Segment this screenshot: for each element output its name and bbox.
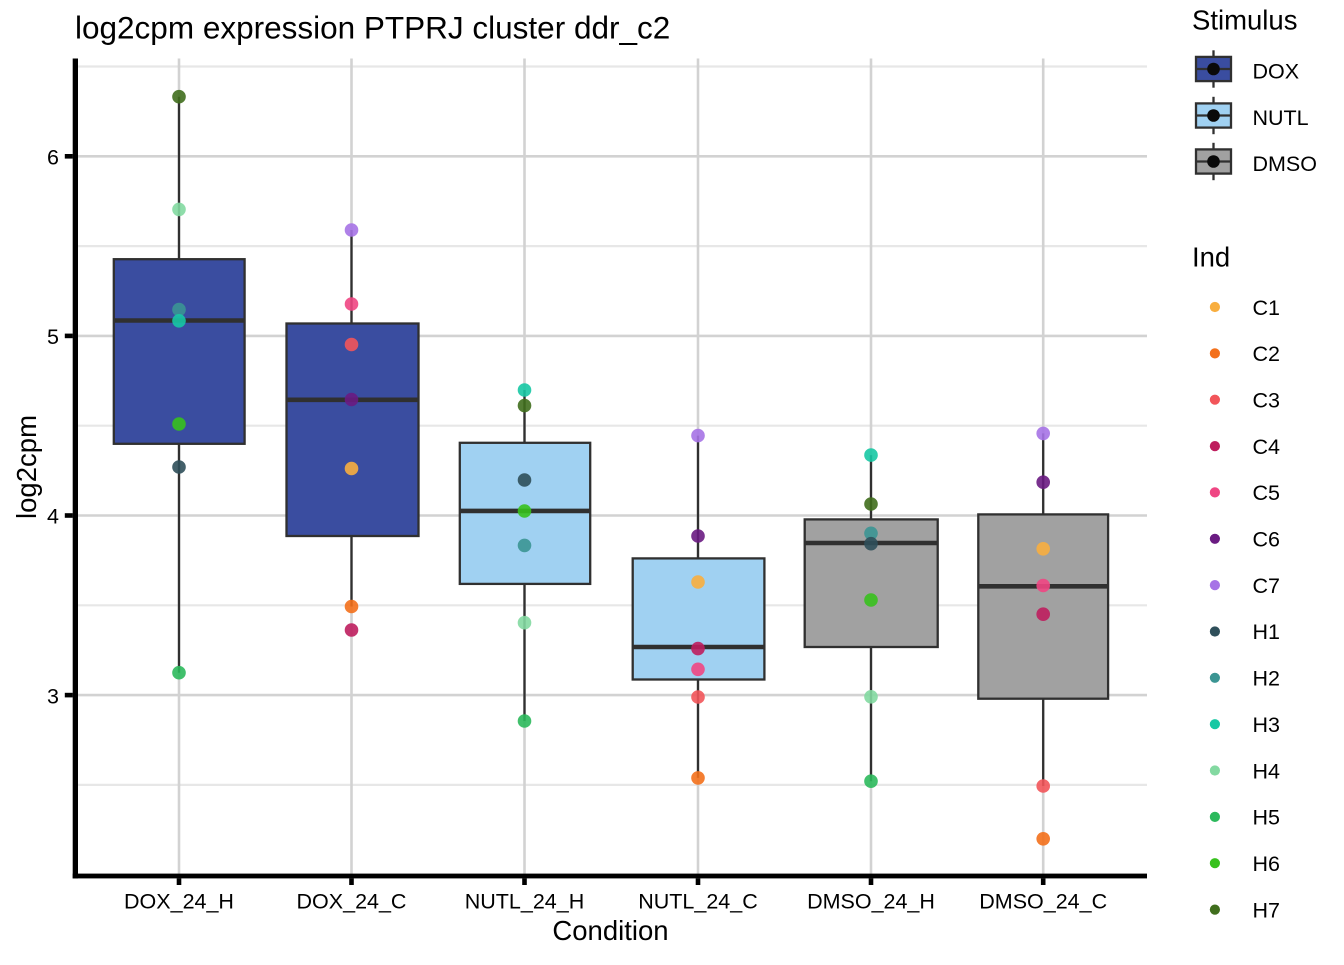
svg-text:Stimulus: Stimulus <box>1192 5 1297 36</box>
svg-text:C2: C2 <box>1253 342 1280 366</box>
svg-text:C6: C6 <box>1253 528 1281 552</box>
svg-text:Ind: Ind <box>1192 242 1230 273</box>
svg-text:NUTL_24_C: NUTL_24_C <box>638 890 758 914</box>
svg-text:5: 5 <box>47 325 59 349</box>
svg-text:3: 3 <box>47 684 59 708</box>
svg-text:NUTL: NUTL <box>1253 106 1309 130</box>
svg-text:DMSO_24_H: DMSO_24_H <box>807 890 935 914</box>
svg-text:DOX_24_H: DOX_24_H <box>124 890 234 914</box>
svg-text:4: 4 <box>47 505 59 529</box>
svg-text:C5: C5 <box>1253 481 1281 505</box>
svg-text:H2: H2 <box>1253 667 1280 691</box>
svg-text:H3: H3 <box>1253 713 1281 737</box>
svg-text:H4: H4 <box>1253 759 1281 783</box>
svg-text:C3: C3 <box>1253 389 1281 413</box>
svg-text:Condition: Condition <box>552 915 668 946</box>
svg-text:NUTL_24_H: NUTL_24_H <box>465 890 585 914</box>
svg-text:C7: C7 <box>1253 574 1280 598</box>
svg-text:6: 6 <box>47 146 59 170</box>
svg-text:H6: H6 <box>1253 852 1281 876</box>
svg-text:log2cpm expression PTPRJ clust: log2cpm expression PTPRJ cluster ddr_c2 <box>75 10 670 46</box>
svg-text:DOX: DOX <box>1253 60 1300 84</box>
svg-text:C1: C1 <box>1253 296 1280 320</box>
svg-text:log2cpm: log2cpm <box>11 415 42 519</box>
svg-text:C4: C4 <box>1253 435 1281 459</box>
svg-text:H1: H1 <box>1253 620 1280 644</box>
svg-text:H5: H5 <box>1253 806 1281 830</box>
svg-text:DOX_24_C: DOX_24_C <box>297 890 407 914</box>
svg-text:DMSO: DMSO <box>1253 152 1318 176</box>
svg-text:DMSO_24_C: DMSO_24_C <box>979 890 1107 914</box>
svg-text:H7: H7 <box>1253 898 1280 922</box>
